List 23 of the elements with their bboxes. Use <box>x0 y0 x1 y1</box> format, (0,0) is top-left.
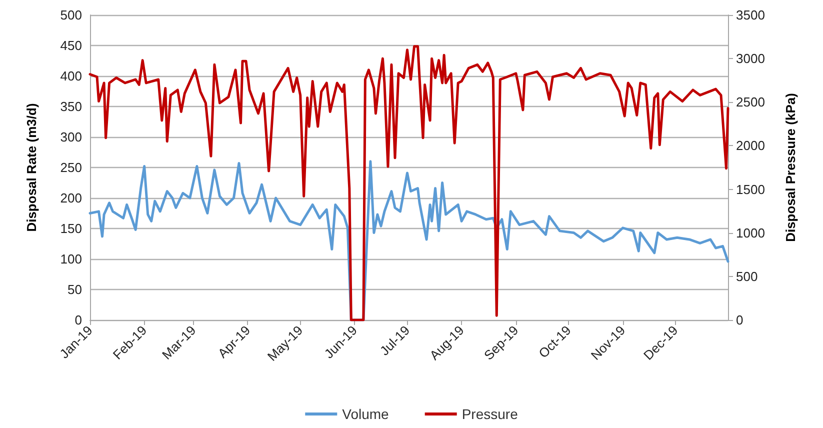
y2-tick-label: 2000 <box>736 138 765 154</box>
legend-label: Pressure <box>462 406 518 422</box>
y-tick-label: 400 <box>60 68 82 84</box>
y-tick-label: 50 <box>68 282 82 297</box>
legend-label: Volume <box>342 406 390 422</box>
y2-tick-label: 500 <box>736 268 758 284</box>
y2-tick-label: 3000 <box>736 51 765 66</box>
y-tick-label: 450 <box>60 38 82 53</box>
y-tick-label: 100 <box>60 252 82 266</box>
y-tick-label: 200 <box>60 190 82 206</box>
y-tick-label: 250 <box>60 160 82 175</box>
y2-tick-label: 2500 <box>736 94 765 110</box>
y-tick-label: 300 <box>60 130 82 144</box>
y-tick-label: 350 <box>60 99 82 114</box>
y2-axis-title: Disposal Pressure (kPa) <box>783 93 798 242</box>
y2-tick-label: 0 <box>736 312 744 328</box>
y-tick-label: 150 <box>60 221 82 236</box>
y-tick-label: 500 <box>60 8 82 22</box>
y2-tick-label: 3500 <box>736 8 765 22</box>
y-axis-title: Disposal Rate (m3/d) <box>24 103 39 232</box>
y-tick-label: 0 <box>74 312 82 328</box>
y2-tick-label: 1500 <box>736 182 765 197</box>
y2-tick-label: 1000 <box>736 225 765 240</box>
